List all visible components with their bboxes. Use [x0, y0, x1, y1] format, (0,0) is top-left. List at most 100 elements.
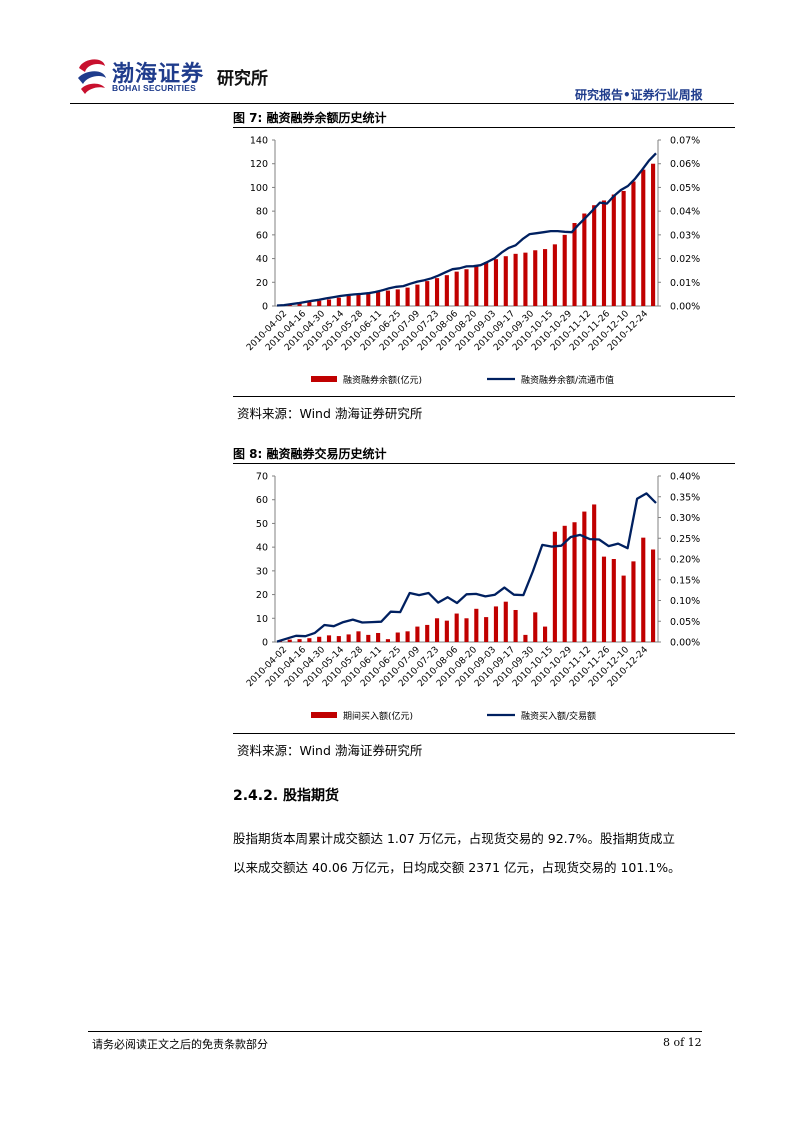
- chart8-bar: [474, 608, 479, 642]
- chart7-left-tick-label: 60: [256, 230, 268, 241]
- chart8-bar: [621, 575, 626, 642]
- chart8-bar: [543, 626, 548, 642]
- figure8-title-rule: [233, 463, 735, 464]
- chart7-bar: [611, 194, 616, 306]
- figure7-title-rule: [233, 127, 735, 128]
- chart8-line-series: [276, 492, 657, 643]
- chart7-bar: [297, 303, 302, 306]
- chart7-left-tick-label: 80: [256, 207, 268, 218]
- chart7-bar: [405, 287, 410, 306]
- chart7-left-tick-label: 40: [256, 254, 268, 265]
- chart7-bar: [376, 291, 381, 306]
- chart7-left-tick-label: 20: [256, 278, 268, 289]
- chart7-bar: [336, 297, 341, 306]
- chart7-legend-bar-swatch: [311, 376, 337, 382]
- chart8-bar: [317, 636, 322, 642]
- chart7-line-series: [276, 152, 657, 307]
- chart8-bar: [385, 639, 390, 642]
- figure7-title: 图 7: 融资融券余额历史统计: [233, 111, 387, 125]
- chart8-right-tick-label: 0.10%: [670, 596, 700, 607]
- chart7-legend-line-label: 融资融券余额/流通市值: [521, 374, 614, 386]
- chart7-bar: [493, 259, 499, 306]
- chart7-right-tick-label: 0.01%: [670, 278, 700, 289]
- chart7-bar: [474, 265, 479, 306]
- chart8-left-tick-label: 30: [256, 566, 268, 577]
- chart8-right-tick-label: 0.40%: [670, 472, 700, 483]
- chart8-right-tick-label: 0.30%: [670, 513, 700, 524]
- figure7-chart: 0 20 40 60 80 100 120 140 0.00% 0.01% 0.02% 0.03% 0.…: [245, 136, 700, 387]
- chart8-left-tick-label: 10: [256, 614, 268, 625]
- chart8-bar: [356, 631, 361, 642]
- chart7-right-tick-label: 0.02%: [670, 254, 700, 265]
- section-heading: 2.4.2. 股指期货: [233, 788, 340, 804]
- chart7-bar: [307, 301, 312, 306]
- chart8-legend-line-label: 融资买入额/交易额: [521, 710, 596, 722]
- chart8-bar: [601, 556, 607, 642]
- chart8-bar: [641, 537, 646, 642]
- chart7-right-tick-label: 0.07%: [670, 136, 700, 147]
- chart7-bar: [592, 205, 597, 306]
- chart8-legend-bar-swatch: [311, 712, 337, 718]
- chart8-bar: [513, 609, 518, 642]
- chart8-right-tick-label: 0.15%: [670, 575, 700, 586]
- chart8-bar: [523, 634, 528, 642]
- chart7-bar: [552, 244, 557, 306]
- chart7-bar: [523, 252, 528, 306]
- chart7-bar: [415, 284, 420, 306]
- footer-divider: [88, 1031, 702, 1032]
- chart7-bar: [346, 295, 351, 306]
- chart7-bar: [317, 300, 322, 306]
- chart7-bar: [356, 294, 361, 306]
- chart7-bar: [395, 289, 400, 306]
- chart7-bar: [484, 262, 489, 306]
- figure8-title: 图 8: 融资融券交易历史统计: [233, 447, 387, 461]
- chart7-bar: [425, 281, 430, 306]
- page-number: 8 of 12: [663, 1036, 702, 1049]
- chart8-right-tick-label: 0.35%: [670, 492, 700, 503]
- section-paragraph: 股指期货本周累计成交额达 1.07 万亿元，占现货交易的 92.7%。股指期货成…: [233, 824, 735, 882]
- figure7-source: 资料来源：Wind 渤海证券研究所: [237, 406, 423, 421]
- chart8-left-tick-label: 40: [256, 543, 268, 554]
- chart7-bar: [503, 256, 508, 306]
- chart7-bar: [444, 275, 449, 306]
- chart8-bar: [493, 606, 499, 642]
- chart8-left-tick-label: 0: [262, 638, 268, 649]
- chart8-bar: [434, 618, 440, 642]
- chart8-bar: [326, 635, 332, 642]
- chart8-bar: [582, 511, 587, 642]
- chart8-bar: [552, 531, 557, 642]
- institute-name: 研究所: [217, 69, 268, 89]
- chart8-left-tick-label: 60: [256, 495, 268, 506]
- figure8-source-rule: [233, 733, 735, 734]
- chart8-bar: [336, 636, 341, 642]
- chart7-bar: [631, 181, 636, 306]
- chart8-bar: [444, 620, 449, 642]
- chart7-bar: [651, 163, 656, 306]
- chart7-bar: [434, 278, 440, 306]
- header: 渤海证券 BOHAI SECURITIES 研究所 研究报告•证券行业周报: [0, 0, 794, 110]
- bohai-logo-icon: [78, 59, 106, 94]
- footer-disclaimer: 请务必阅读正文之后的免责条款部分: [92, 1038, 268, 1051]
- chart8-right-tick-label: 0.20%: [670, 555, 700, 566]
- chart7-bar: [385, 290, 390, 306]
- chart7-left-tick-label: 120: [250, 159, 268, 170]
- chart8-bar: [425, 624, 430, 642]
- chart8-bar: [611, 559, 616, 642]
- chart7-bar: [464, 269, 469, 306]
- chart8-bar: [366, 634, 371, 642]
- paragraph-line-2: 以来成交额达 40.06 万亿元，日均成交额 2371 亿元，占现货交易的 10…: [233, 860, 681, 875]
- chart7-bar: [543, 249, 548, 306]
- chart8-bar: [454, 613, 459, 642]
- chart8-bar: [395, 632, 400, 642]
- chart7-right-tick-label: 0.03%: [670, 230, 700, 241]
- figure7-source-rule: [233, 396, 735, 397]
- chart8-bar: [631, 561, 636, 642]
- chart8-bar: [651, 549, 656, 642]
- chart8-left-tick-label: 70: [256, 472, 268, 483]
- figure8-source: 资料来源：Wind 渤海证券研究所: [237, 743, 423, 758]
- chart8-bar: [287, 639, 292, 642]
- chart7-bar: [366, 292, 371, 306]
- chart7-left-tick-label: 0: [262, 302, 268, 313]
- chart8-bar: [376, 632, 381, 642]
- chart7-bar: [454, 271, 459, 306]
